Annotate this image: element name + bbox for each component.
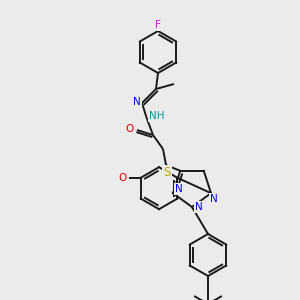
Text: F: F (155, 20, 161, 30)
Text: S: S (163, 166, 171, 178)
Text: N: N (210, 194, 218, 204)
Text: N: N (133, 97, 141, 107)
Text: O: O (126, 124, 134, 134)
Text: O: O (119, 173, 127, 183)
Text: N: N (195, 202, 203, 212)
Text: NH: NH (149, 111, 165, 121)
Text: N: N (175, 184, 183, 194)
